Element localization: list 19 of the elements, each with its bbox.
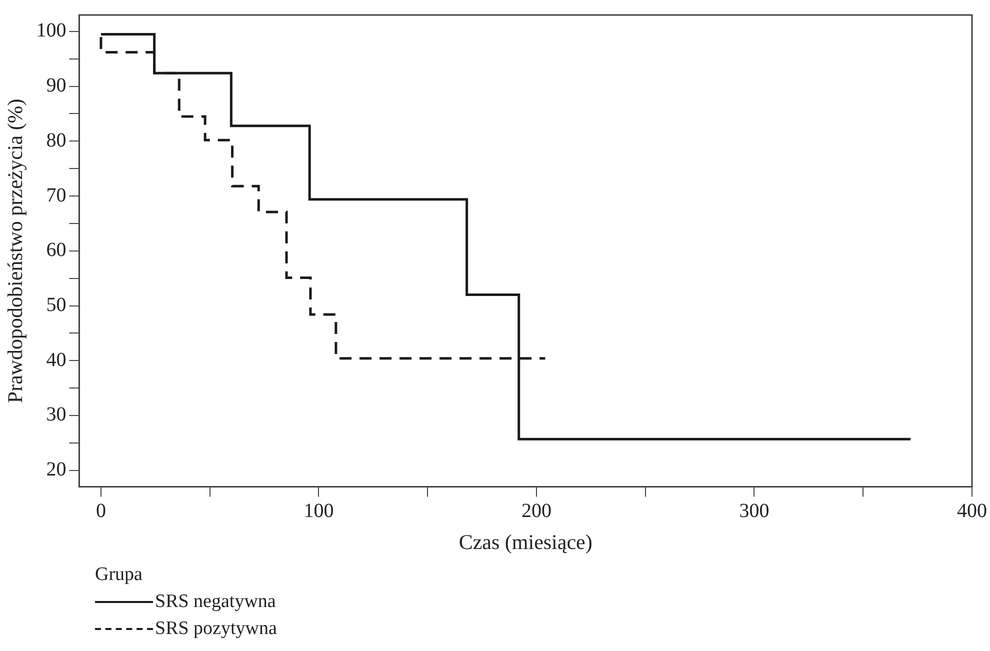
- y-tick-label: 100: [36, 20, 66, 42]
- y-tick-label: 80: [46, 129, 66, 152]
- y-tick-label: 60: [46, 239, 66, 262]
- y-axis-title: Prawdopodobieństwo przeżycia (%): [3, 98, 28, 404]
- y-tick-label: 40: [46, 348, 66, 371]
- x-tick-label: 100: [304, 500, 334, 522]
- y-tick-label: 30: [46, 404, 66, 426]
- legend-title: Grupa: [95, 563, 144, 587]
- legend-label: SRS negatywna: [155, 590, 276, 614]
- y-tick-label: 70: [46, 184, 66, 206]
- x-tick-label: 200: [521, 500, 552, 522]
- legend-label: SRS pozytywna: [155, 617, 277, 641]
- y-tick-label: 90: [46, 74, 66, 97]
- x-tick-label: 0: [96, 500, 106, 522]
- y-tick-label: 50: [46, 294, 66, 316]
- x-tick-label: 400: [957, 500, 987, 522]
- x-axis-title: Czas (miesiące): [458, 530, 592, 554]
- x-tick-label: 300: [739, 500, 770, 522]
- y-tick-label: 20: [46, 458, 66, 481]
